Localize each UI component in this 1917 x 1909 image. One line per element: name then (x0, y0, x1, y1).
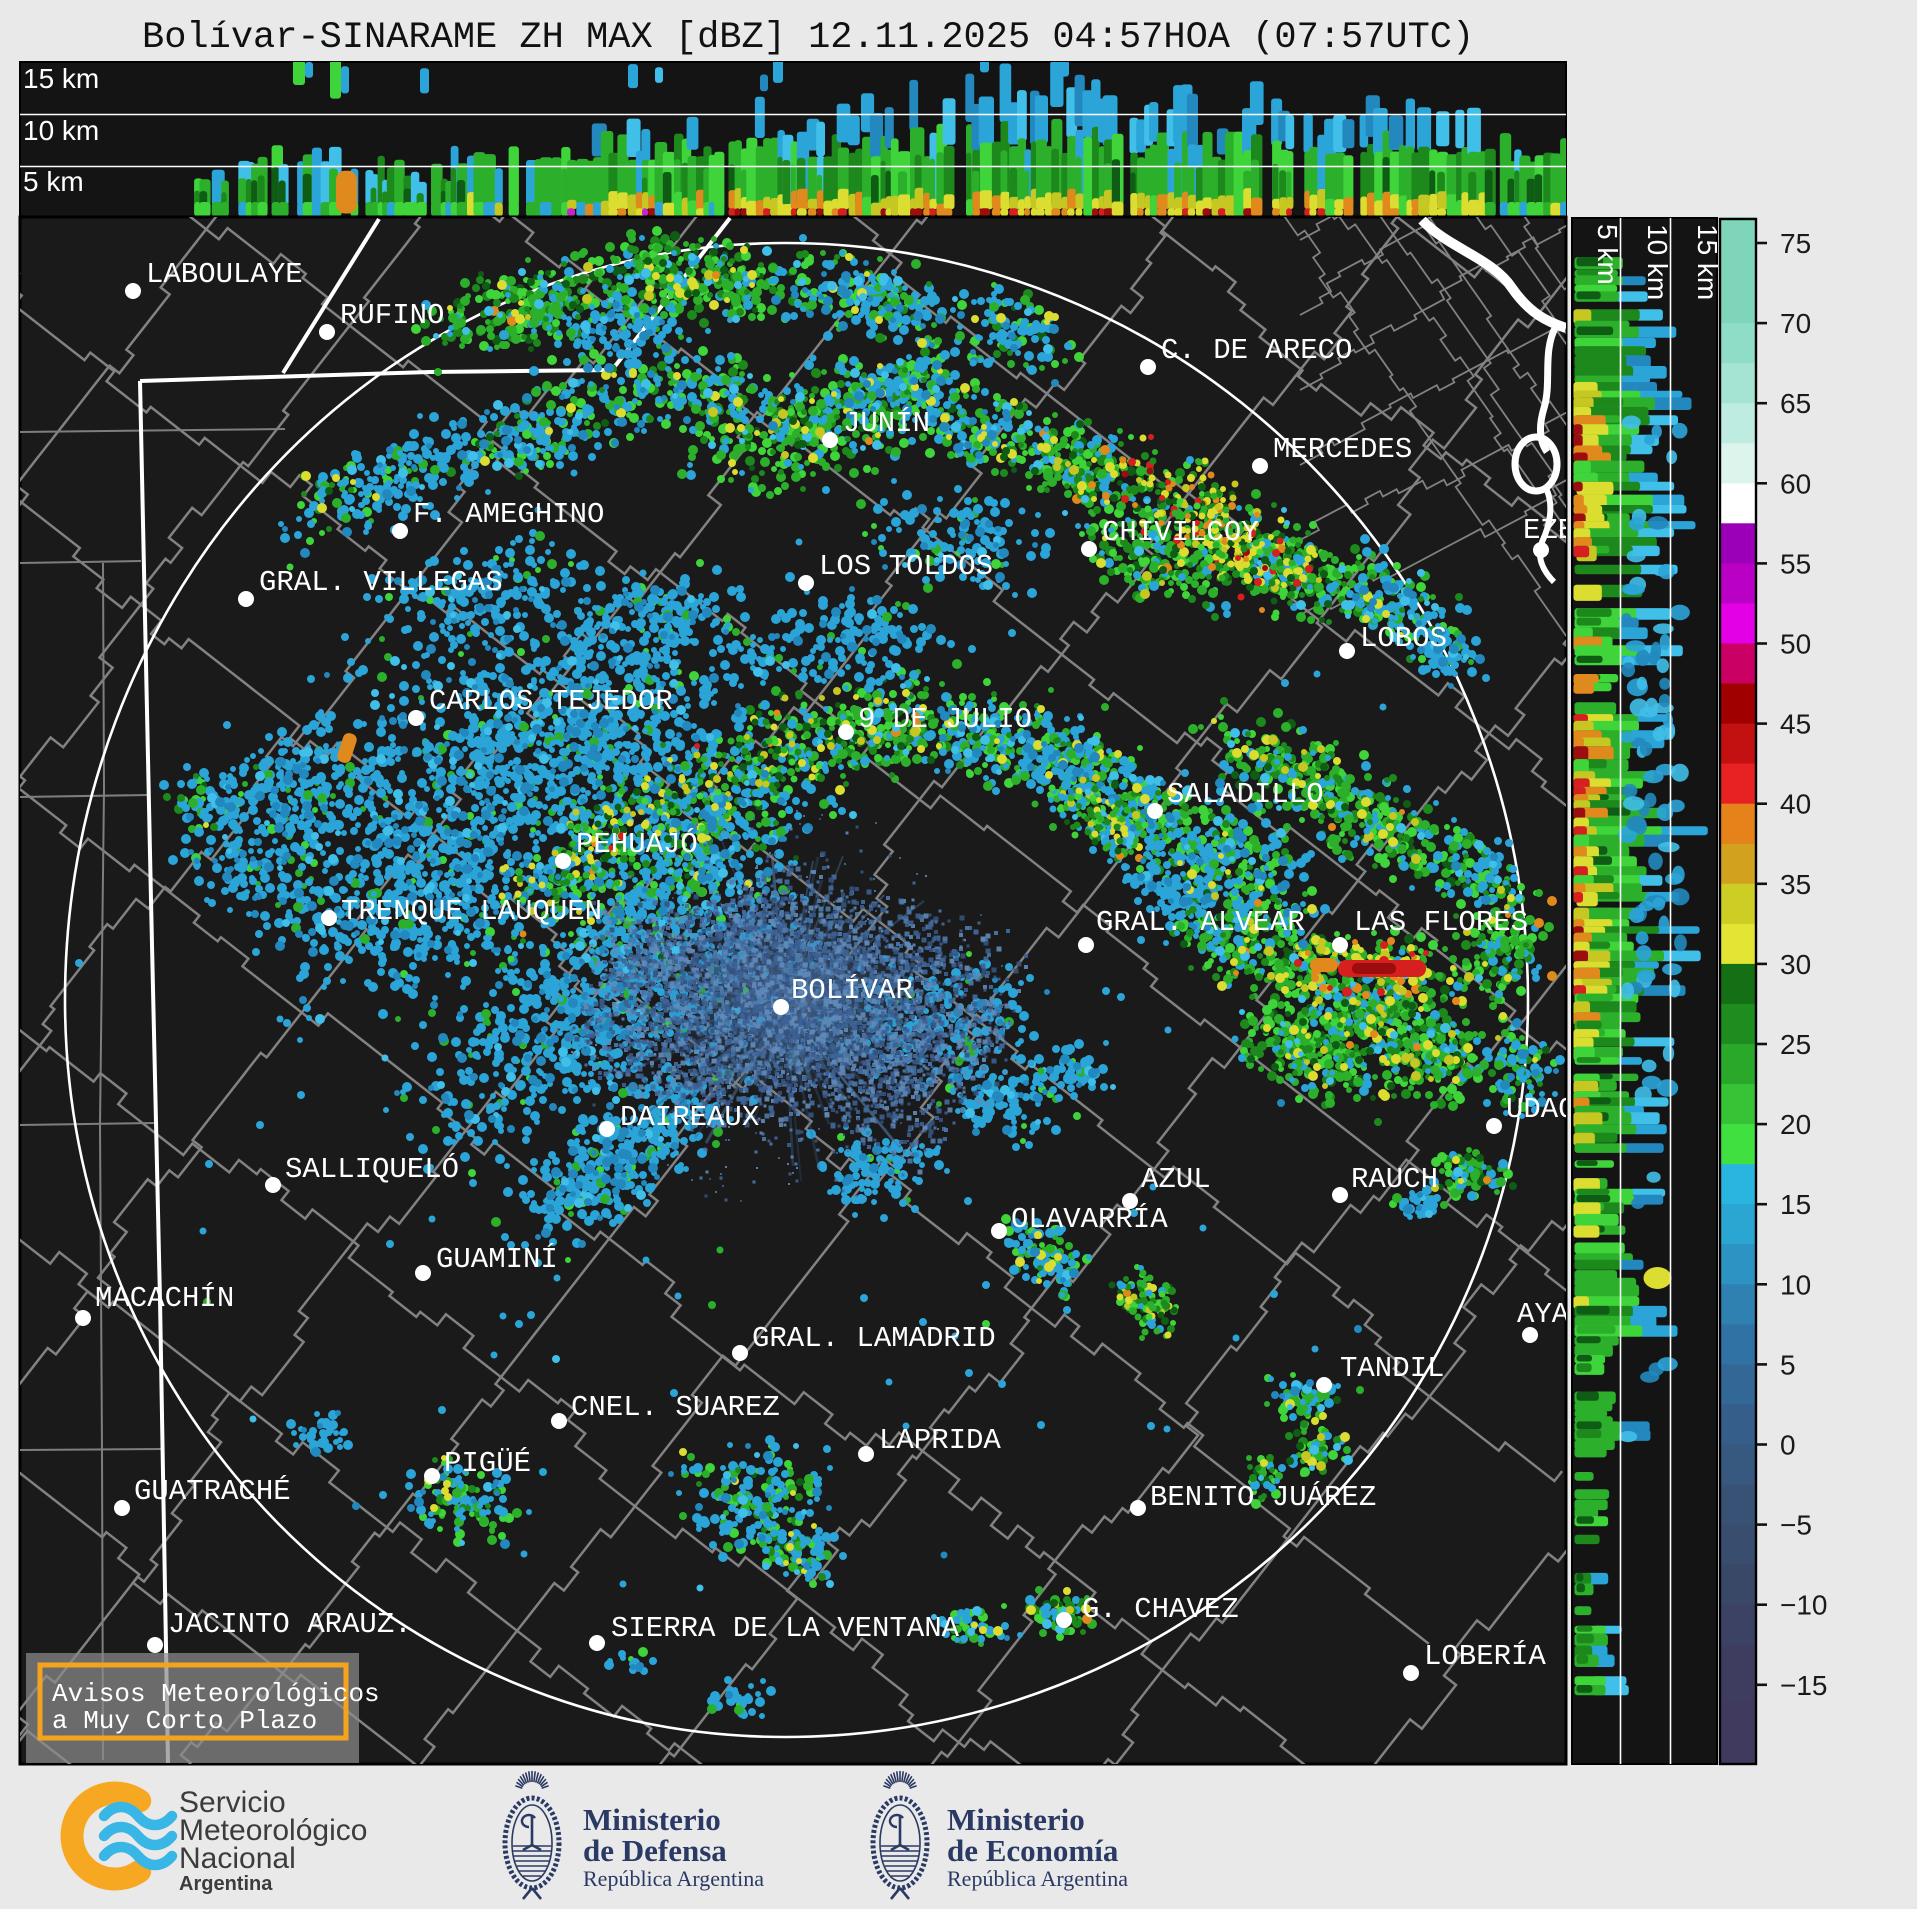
svg-text:a Muy Corto Plazo: a Muy Corto Plazo (52, 1706, 317, 1736)
svg-text:Servicio: Servicio (179, 1786, 286, 1819)
svg-text:LAS FLORES: LAS FLORES (1354, 906, 1528, 939)
svg-text:JUNÍN: JUNÍN (843, 406, 930, 440)
svg-text:−10: −10 (1780, 1590, 1828, 1621)
svg-text:AYAC: AYAC (1517, 1298, 1587, 1331)
svg-text:PIGÜÉ: PIGÜÉ (444, 1446, 531, 1480)
svg-text:GRAL. VILLEGAS: GRAL. VILLEGAS (259, 566, 503, 599)
svg-text:F. AMEGHINO: F. AMEGHINO (413, 498, 604, 531)
svg-text:10 km: 10 km (1642, 224, 1673, 300)
svg-text:Nacional: Nacional (179, 1842, 296, 1875)
svg-text:45: 45 (1780, 709, 1811, 740)
svg-text:50: 50 (1780, 629, 1811, 660)
svg-text:Ministerio: Ministerio (583, 1802, 721, 1837)
svg-text:AZUL: AZUL (1141, 1163, 1211, 1196)
svg-text:UDAQUIOLA: UDAQUIOLA (1506, 1093, 1663, 1126)
svg-text:SALADILLO: SALADILLO (1167, 778, 1324, 811)
svg-text:TRENQUE LAUQUEN: TRENQUE LAUQUEN (341, 895, 602, 928)
svg-text:10 km: 10 km (23, 115, 99, 146)
svg-text:LABOULAYE: LABOULAYE (146, 258, 303, 291)
svg-text:C. DE ARECO: C. DE ARECO (1161, 334, 1352, 367)
svg-text:15 km: 15 km (23, 63, 99, 94)
svg-text:República Argentina: República Argentina (583, 1866, 764, 1891)
svg-text:Avisos Meteorológicos: Avisos Meteorológicos (52, 1679, 380, 1709)
svg-text:55: 55 (1780, 548, 1811, 579)
svg-text:0: 0 (1780, 1430, 1796, 1461)
svg-text:Meteorológico: Meteorológico (179, 1814, 367, 1847)
svg-text:MACACHÍN: MACACHÍN (95, 1281, 234, 1315)
svg-text:60: 60 (1780, 468, 1811, 499)
svg-text:LOBERÍA: LOBERÍA (1424, 1639, 1546, 1673)
svg-text:de Economía: de Economía (947, 1833, 1119, 1868)
svg-text:GUAMINÍ: GUAMINÍ (436, 1242, 558, 1276)
svg-text:5 km: 5 km (23, 166, 84, 197)
svg-text:GRAL. ALVEAR: GRAL. ALVEAR (1096, 906, 1305, 939)
svg-text:G. CHAVEZ: G. CHAVEZ (1082, 1593, 1239, 1626)
svg-text:CARLOS TEJEDOR: CARLOS TEJEDOR (429, 685, 673, 718)
svg-text:MERCEDES: MERCEDES (1273, 433, 1412, 466)
svg-text:65: 65 (1780, 388, 1811, 419)
svg-text:Ministerio: Ministerio (947, 1802, 1085, 1837)
svg-text:15 km: 15 km (1692, 224, 1723, 300)
svg-text:BENITO JUÁREZ: BENITO JUÁREZ (1150, 1480, 1376, 1514)
svg-text:10: 10 (1780, 1269, 1811, 1300)
svg-text:5: 5 (1780, 1349, 1796, 1380)
svg-text:EZEIZA: EZEIZA (1523, 514, 1628, 547)
svg-text:LOBOS: LOBOS (1360, 622, 1447, 655)
svg-text:RUFINO: RUFINO (340, 299, 444, 332)
svg-text:JACINTO ARAUZ.: JACINTO ARAUZ. (168, 1608, 412, 1641)
svg-text:15: 15 (1780, 1189, 1811, 1220)
svg-text:25: 25 (1780, 1029, 1811, 1060)
svg-text:Argentina: Argentina (179, 1873, 273, 1895)
svg-text:35: 35 (1780, 869, 1811, 900)
svg-text:de Defensa: de Defensa (583, 1833, 727, 1868)
svg-text:TANDIL: TANDIL (1340, 1352, 1444, 1385)
svg-text:75: 75 (1780, 228, 1811, 259)
svg-text:República Argentina: República Argentina (947, 1866, 1128, 1891)
svg-text:GRAL. LAMADRID: GRAL. LAMADRID (752, 1322, 996, 1355)
svg-text:Bolívar-SINARAME ZH MAX [dBZ]: Bolívar-SINARAME ZH MAX [dBZ] 12.11.2025… (142, 17, 1474, 59)
svg-text:LAPRIDA: LAPRIDA (879, 1424, 1001, 1457)
svg-text:CNEL. SUAREZ: CNEL. SUAREZ (571, 1391, 780, 1424)
svg-text:CHIVILCOY: CHIVILCOY (1102, 516, 1259, 549)
svg-text:PEHUAJÓ: PEHUAJÓ (576, 827, 698, 861)
svg-text:40: 40 (1780, 789, 1811, 820)
svg-text:30: 30 (1780, 949, 1811, 980)
svg-text:LOS TOLDOS: LOS TOLDOS (819, 550, 993, 583)
svg-text:RAUCH: RAUCH (1351, 1163, 1438, 1196)
svg-text:DAIREAUX: DAIREAUX (620, 1101, 759, 1134)
svg-text:20: 20 (1780, 1109, 1811, 1140)
svg-text:5 km: 5 km (1592, 224, 1623, 285)
svg-text:9 DE JULIO: 9 DE JULIO (858, 703, 1032, 736)
svg-text:70: 70 (1780, 308, 1811, 339)
svg-text:GUATRACHÉ: GUATRACHÉ (134, 1474, 291, 1508)
svg-text:−15: −15 (1780, 1670, 1828, 1701)
svg-text:SALLIQUELÓ: SALLIQUELÓ (285, 1152, 459, 1186)
svg-text:−5: −5 (1780, 1510, 1812, 1541)
svg-text:BOLÍVAR: BOLÍVAR (791, 973, 913, 1007)
svg-text:OLAVARRÍA: OLAVARRÍA (1011, 1202, 1168, 1236)
svg-text:SIERRA DE LA VENTANA: SIERRA DE LA VENTANA (611, 1612, 960, 1645)
